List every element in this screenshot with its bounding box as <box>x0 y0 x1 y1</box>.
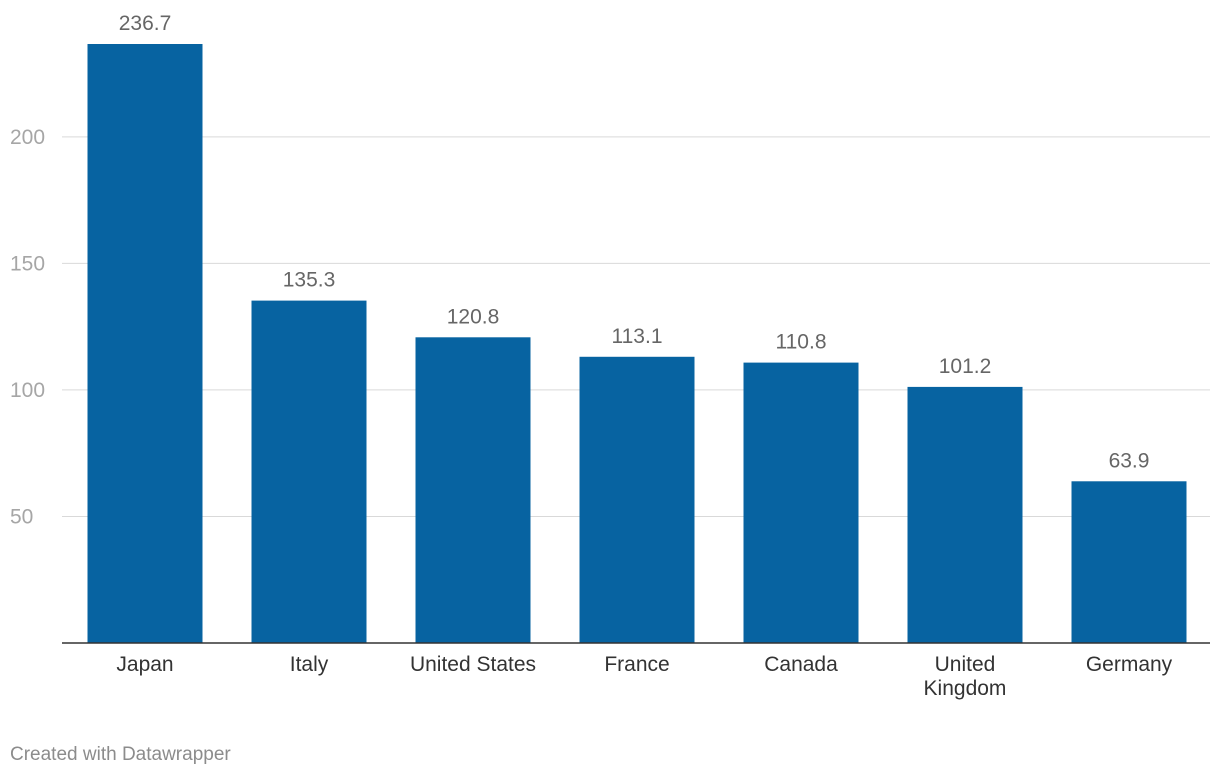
bar[interactable] <box>743 362 859 643</box>
y-tick-label: 200 <box>10 126 45 149</box>
bar[interactable] <box>251 300 367 643</box>
data-labels: 236.7 135.3 120.8 113.1 110.8 101.2 63.9 <box>119 12 1150 472</box>
data-label: 236.7 <box>119 12 172 35</box>
data-label: 110.8 <box>776 331 827 354</box>
data-label: 135.3 <box>283 269 336 292</box>
x-tick-label: United <box>935 653 996 676</box>
x-tick-label: Italy <box>290 653 329 676</box>
y-tick-label: 100 <box>10 379 45 402</box>
x-axis-ticks: Japan Italy United States France Canada Unite… <box>116 653 1172 700</box>
x-tick-label: Germany <box>1086 653 1173 676</box>
bar[interactable] <box>907 386 1023 643</box>
data-label: 101.2 <box>939 355 992 378</box>
y-tick-label: 150 <box>10 252 45 275</box>
bar-chart: 50 100 150 200 236.7 135.3 120.8 113.1 110.8 101… <box>10 12 1210 700</box>
x-tick-label: Japan <box>116 653 173 676</box>
x-tick-label: Kingdom <box>924 677 1007 700</box>
data-label: 63.9 <box>1109 449 1150 472</box>
bar[interactable] <box>1071 481 1187 643</box>
bar[interactable] <box>87 44 203 643</box>
x-tick-label: United States <box>410 653 536 676</box>
data-label: 113.1 <box>612 325 663 348</box>
x-tick-label: Canada <box>764 653 838 676</box>
data-label: 120.8 <box>447 305 500 328</box>
bar[interactable] <box>415 337 531 643</box>
y-axis-ticks: 50 100 150 200 <box>10 126 45 529</box>
bar[interactable] <box>579 356 695 643</box>
y-tick-label: 50 <box>10 505 33 528</box>
bars <box>87 44 1187 643</box>
credit-link[interactable]: Created with Datawrapper <box>10 744 231 765</box>
x-tick-label: France <box>604 653 669 676</box>
